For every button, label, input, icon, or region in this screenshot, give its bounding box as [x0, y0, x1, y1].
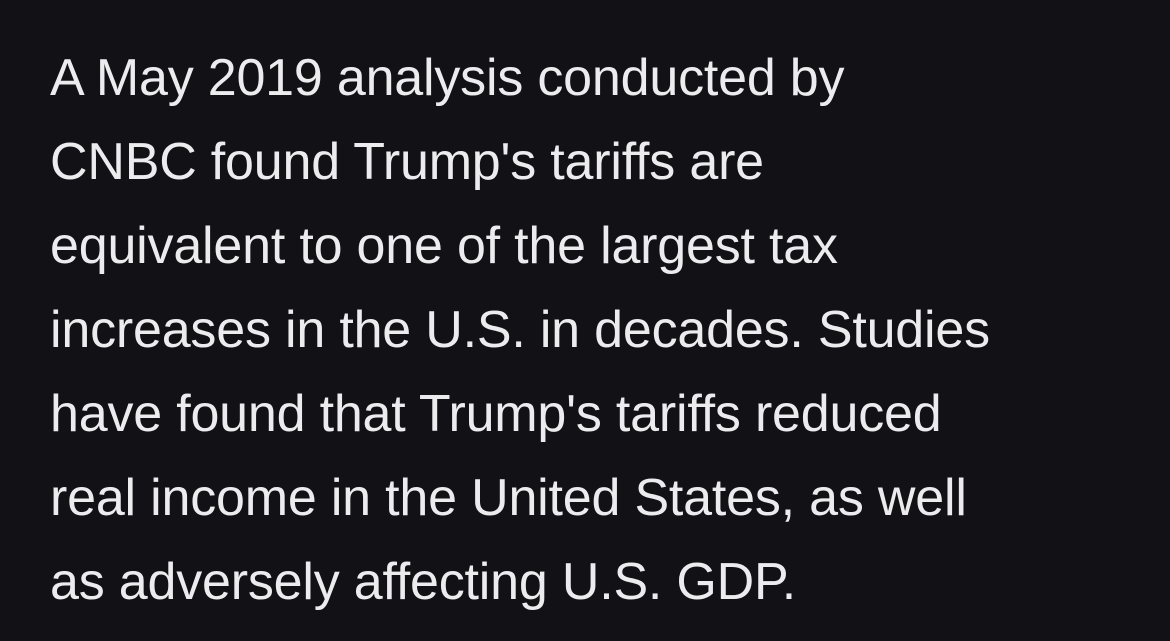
paragraph-line-6: real income in the United States, as wel… [50, 469, 967, 527]
paragraph-line-3: equivalent to one of the largest tax [50, 217, 838, 275]
paragraph-line-2: CNBC found Trump's tariffs are [50, 133, 764, 191]
paragraph-line-1: A May 2019 analysis conducted by [50, 49, 845, 107]
answer-paragraph: A May 2019 analysis conducted by CNBC fo… [50, 36, 1150, 624]
paragraph-line-4: increases in the U.S. in decades. Studie… [50, 301, 990, 359]
paragraph-line-7: as adversely affecting U.S. GDP. [50, 553, 797, 611]
paragraph-line-5: have found that Trump's tariffs reduced [50, 385, 942, 443]
